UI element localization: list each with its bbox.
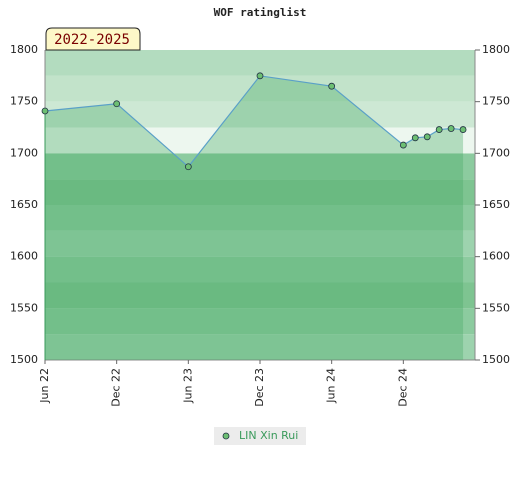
band bbox=[45, 75, 475, 102]
y-tick-label-right: 1700 bbox=[482, 146, 510, 159]
band bbox=[45, 282, 475, 309]
legend-box bbox=[214, 427, 306, 445]
band bbox=[45, 308, 475, 335]
area bbox=[45, 75, 464, 360]
point bbox=[41, 107, 49, 115]
band bbox=[45, 153, 475, 180]
y-tick-label: 1800 bbox=[10, 43, 38, 56]
period-box bbox=[45, 27, 141, 51]
band bbox=[45, 256, 475, 283]
y-tick-label: 1550 bbox=[10, 301, 38, 314]
y-tick-label-right: 1650 bbox=[482, 198, 510, 211]
x-tick-label: Dec 23 bbox=[253, 368, 266, 407]
x-tick-label: Jun 23 bbox=[181, 368, 194, 404]
point bbox=[399, 141, 407, 149]
y-tick-label-right: 1600 bbox=[482, 250, 510, 263]
x-tick-label: Dec 22 bbox=[110, 368, 123, 407]
point bbox=[459, 126, 467, 133]
band bbox=[45, 179, 475, 205]
x-tick-label: Jun 22 bbox=[38, 368, 51, 404]
period-label: 2022-2025 bbox=[54, 32, 130, 48]
point bbox=[423, 133, 431, 141]
y-tick-label: 1750 bbox=[10, 95, 38, 108]
y-tick-label: 1600 bbox=[10, 250, 38, 263]
y-tick-label-right: 1750 bbox=[482, 95, 510, 108]
point bbox=[411, 134, 419, 142]
y-tick-label-right: 1800 bbox=[482, 43, 510, 56]
y-tick-label: 1650 bbox=[10, 198, 38, 211]
legend-marker bbox=[222, 432, 230, 440]
band bbox=[45, 127, 475, 154]
y-tick-label-right: 1500 bbox=[482, 353, 510, 366]
y-tick-label: 1700 bbox=[10, 146, 38, 159]
chart-title: WOF ratinglist bbox=[214, 6, 307, 19]
point bbox=[447, 125, 455, 132]
point bbox=[113, 100, 121, 108]
band bbox=[45, 230, 475, 257]
point bbox=[184, 163, 192, 171]
band bbox=[45, 334, 475, 360]
legend-label: LIN Xin Rui bbox=[239, 429, 298, 442]
band bbox=[45, 205, 475, 231]
point bbox=[328, 82, 336, 90]
y-tick-label-right: 1550 bbox=[482, 301, 510, 314]
y-tick-label: 1500 bbox=[10, 353, 38, 366]
point bbox=[435, 126, 443, 133]
band bbox=[45, 50, 475, 76]
x-tick-label: Dec 24 bbox=[396, 368, 409, 407]
x-tick-label: Jun 24 bbox=[325, 368, 338, 404]
point bbox=[256, 72, 264, 80]
